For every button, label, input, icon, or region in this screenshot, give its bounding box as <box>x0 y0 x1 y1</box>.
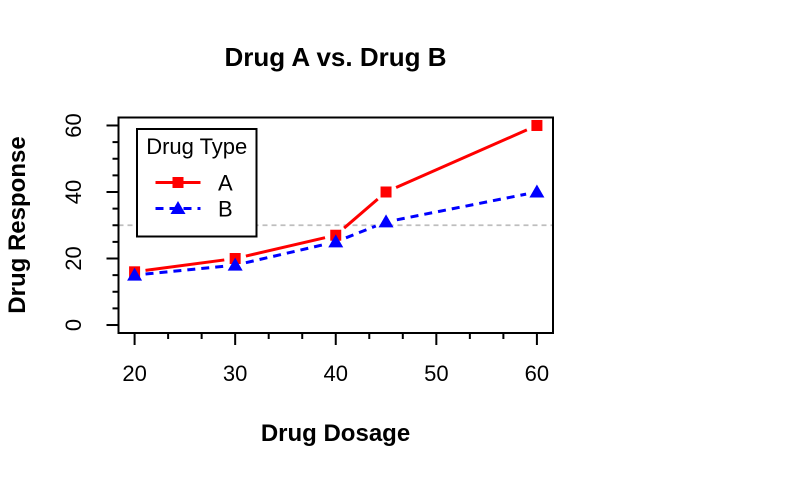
series-a-segment <box>343 198 379 230</box>
x-tick-label: 40 <box>324 361 348 386</box>
y-tick-label: 40 <box>61 180 86 204</box>
series-b-segment <box>396 192 527 222</box>
data-point-b <box>127 267 143 281</box>
y-tick-label: 0 <box>61 319 86 331</box>
y-tick-label: 20 <box>61 246 86 270</box>
data-point-b <box>227 257 243 271</box>
data-point-a <box>380 186 392 198</box>
legend-label-a: A <box>218 171 233 196</box>
y-tick-label: 60 <box>61 113 86 137</box>
data-point-legend-b <box>170 201 186 214</box>
data-point-b <box>529 184 545 198</box>
legend-title: Drug Type <box>146 134 247 159</box>
x-tick-label: 60 <box>525 361 549 386</box>
series-b-segment <box>345 224 377 240</box>
chart-title: Drug A vs. Drug B <box>225 42 447 72</box>
series-a-segment <box>245 236 326 258</box>
data-point-a <box>531 119 543 131</box>
x-axis-title: Drug Dosage <box>261 420 410 447</box>
series-a-segment <box>395 128 528 189</box>
series-a-segment <box>145 258 225 272</box>
x-tick-label: 50 <box>424 361 448 386</box>
x-tick-label: 30 <box>223 361 247 386</box>
legend-label-b: B <box>218 197 233 222</box>
plot-generated-layer: 20 30 40 50 60 0 20 40 60 Drug Type AB <box>61 113 554 386</box>
x-tick-label: 20 <box>122 361 146 386</box>
y-axis-title: Drug Response <box>4 136 31 313</box>
data-point-b <box>378 214 394 228</box>
data-point-b <box>328 234 344 248</box>
data-point-legend-a <box>172 177 184 188</box>
